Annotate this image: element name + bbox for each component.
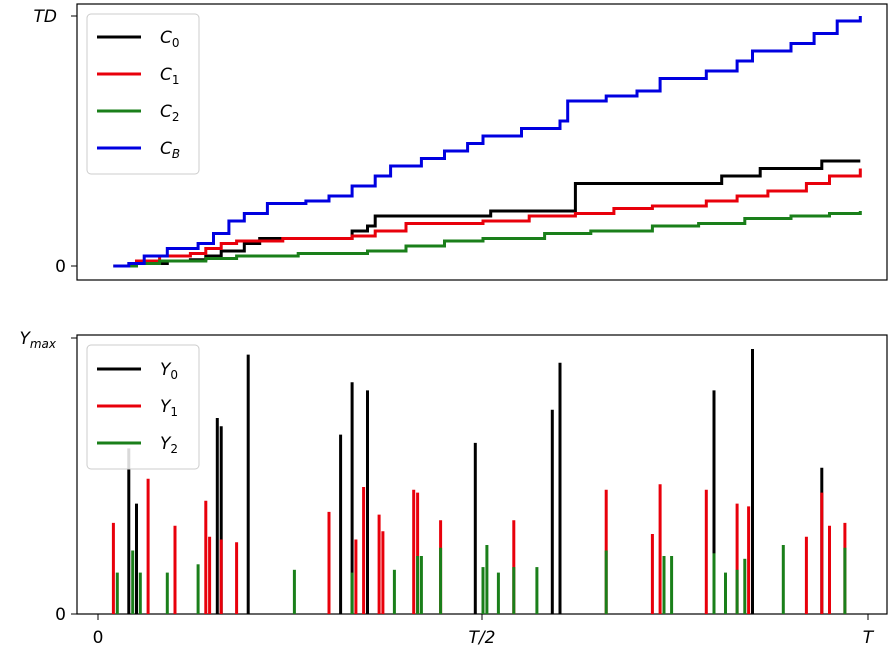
legend-label-main: C xyxy=(160,28,172,48)
legend-label-main: C xyxy=(160,139,172,159)
bottom-ytick-label-ymax: Ymax xyxy=(19,329,56,351)
top-ytick-label-td: TD xyxy=(34,7,57,27)
series-line-c2 xyxy=(113,211,862,268)
xtick-label-zero: 0 xyxy=(93,628,104,648)
legend-label-main: C xyxy=(160,65,172,85)
legend-label-sub: 1 xyxy=(170,405,178,419)
legend-label-sub: 1 xyxy=(172,73,180,87)
legend-label-sub: 2 xyxy=(170,442,178,456)
legend-label-y1: Y1 xyxy=(160,397,178,419)
bottom-legend-box xyxy=(86,344,200,470)
legend-label-y2: Y2 xyxy=(160,434,178,456)
legend-label-sub: 0 xyxy=(170,368,178,382)
top-panel-frame xyxy=(76,3,888,281)
xtick-label-end: T xyxy=(863,628,875,648)
legend-label-main: C xyxy=(160,102,172,122)
legend-label-c0: C0 xyxy=(160,28,180,50)
legend-label-y0: Y0 xyxy=(160,360,178,382)
series-line-c1 xyxy=(113,168,862,268)
series-line-cb xyxy=(113,16,862,268)
bottom-ytick-label-zero: 0 xyxy=(55,605,66,625)
legend-label-main: Y xyxy=(160,397,172,417)
legend-label-c2: C2 xyxy=(160,102,180,124)
xtick-label-half: T/2 xyxy=(469,628,496,648)
ymax-main: Y xyxy=(19,329,31,349)
legend-label-sub: B xyxy=(172,147,180,161)
legend-label-c1: C1 xyxy=(160,65,180,87)
top-panel-series xyxy=(113,16,862,268)
bottom-panel-series xyxy=(111,349,847,614)
top-ytick-label-zero: 0 xyxy=(55,257,66,277)
legend-label-cb: CB xyxy=(160,139,180,161)
legend-label-sub: 0 xyxy=(172,36,180,50)
series-line-c0 xyxy=(113,159,861,268)
legend-label-main: Y xyxy=(160,434,172,454)
ymax-sub: max xyxy=(30,337,57,351)
top-legend-box xyxy=(86,13,200,175)
legend-label-sub: 2 xyxy=(172,110,180,124)
legend-label-main: Y xyxy=(160,360,172,380)
